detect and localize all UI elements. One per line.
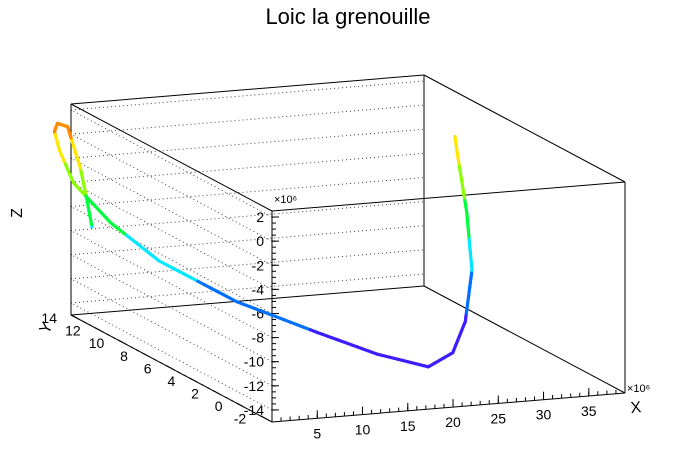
y-minor-tick [70, 314, 75, 317]
y-tick-label: -2 [234, 411, 247, 427]
z-gridline [70, 80, 425, 111]
y-tick-label: 2 [191, 386, 199, 402]
y-minor-tick [189, 377, 193, 380]
series-line [52, 121, 474, 369]
z-tick-label: -4 [252, 281, 265, 297]
box-edge [271, 181, 626, 212]
z-tick-label: -8 [252, 330, 265, 346]
box-edge [271, 392, 626, 423]
y-minor-tick [112, 336, 116, 339]
z-gridline [70, 104, 425, 135]
z-axis-exponent: ×10⁶ [274, 194, 297, 206]
y-minor-tick [94, 327, 98, 330]
y-minor-tick [259, 415, 264, 418]
x-axis-label: X [630, 399, 642, 417]
y-minor-tick [265, 418, 270, 421]
chart-title: Loic la grenouille [265, 4, 431, 29]
y-minor-tick [183, 374, 187, 377]
x-tick-label: 35 [581, 403, 597, 419]
z-gridline [70, 225, 425, 256]
y-minor-tick [177, 371, 181, 374]
y-minor-tick [100, 330, 104, 333]
box-edge [423, 74, 626, 183]
box-edge [70, 74, 425, 105]
y-minor-tick [129, 346, 134, 349]
z-gridline [70, 273, 425, 304]
y-tick-label: 6 [144, 360, 152, 376]
x-tick-label: 20 [445, 414, 461, 430]
bounding-box [70, 74, 626, 423]
z-tick-label: -2 [252, 257, 265, 273]
box-edge [70, 285, 425, 316]
z-axis-label: Z [9, 208, 26, 218]
x-axis-exponent: ×10⁶ [627, 383, 650, 395]
y-minor-tick [206, 386, 211, 390]
x-tick-label: 15 [400, 418, 416, 434]
y-minor-tick [76, 317, 81, 321]
z-gridline [70, 201, 425, 232]
y-minor-tick [153, 358, 157, 362]
y-minor-tick [254, 412, 258, 415]
y-tick-label: 8 [120, 348, 128, 364]
y-minor-tick [200, 383, 205, 387]
z-gridline [70, 128, 425, 159]
y-tick-label: 14 [41, 310, 57, 326]
y-minor-tick [224, 396, 228, 399]
y-minor-tick [212, 390, 217, 393]
x-tick-label: 30 [536, 407, 552, 423]
y-minor-tick [118, 339, 122, 343]
y-minor-tick [171, 368, 175, 371]
box-edge [423, 285, 626, 394]
y-tick-label: 12 [65, 323, 81, 339]
z-gridline [70, 176, 425, 207]
y-minor-tick [248, 408, 252, 412]
y-minor-tick [165, 364, 169, 368]
z-gridline [70, 302, 273, 411]
axis-ticks: 20-2-4-6-8-10-12-145 10 15 20 25 30 35-2024681… [41, 209, 617, 441]
y-minor-tick [230, 399, 234, 402]
z-tick-label: -12 [244, 378, 264, 394]
y-minor-tick [135, 349, 140, 352]
y-tick-label: 0 [215, 398, 223, 414]
y-minor-tick [194, 380, 199, 384]
y-minor-tick [141, 352, 146, 355]
y-minor-tick [82, 320, 87, 324]
y-minor-tick [159, 361, 163, 365]
y-minor-tick [123, 342, 128, 346]
box-edge [70, 103, 273, 212]
z-tick-label: -10 [244, 354, 264, 370]
y-minor-tick [106, 333, 110, 336]
x-tick-label: 5 [313, 425, 321, 441]
z-tick-label: -14 [244, 402, 264, 418]
y-minor-tick [147, 355, 152, 358]
y-minor-tick [218, 393, 223, 396]
z-gridline [70, 152, 425, 183]
y-minor-tick [242, 405, 246, 409]
z-tick-label: 0 [256, 233, 264, 249]
z-gridline [70, 249, 425, 280]
z-tick-label: 2 [256, 209, 264, 225]
y-minor-tick [236, 402, 240, 406]
y-tick-label: 10 [89, 335, 105, 351]
y-tick-label: 4 [167, 373, 175, 389]
y-minor-tick [88, 323, 92, 327]
x-tick-label: 10 [355, 422, 371, 438]
x-tick-label: 25 [490, 410, 506, 426]
